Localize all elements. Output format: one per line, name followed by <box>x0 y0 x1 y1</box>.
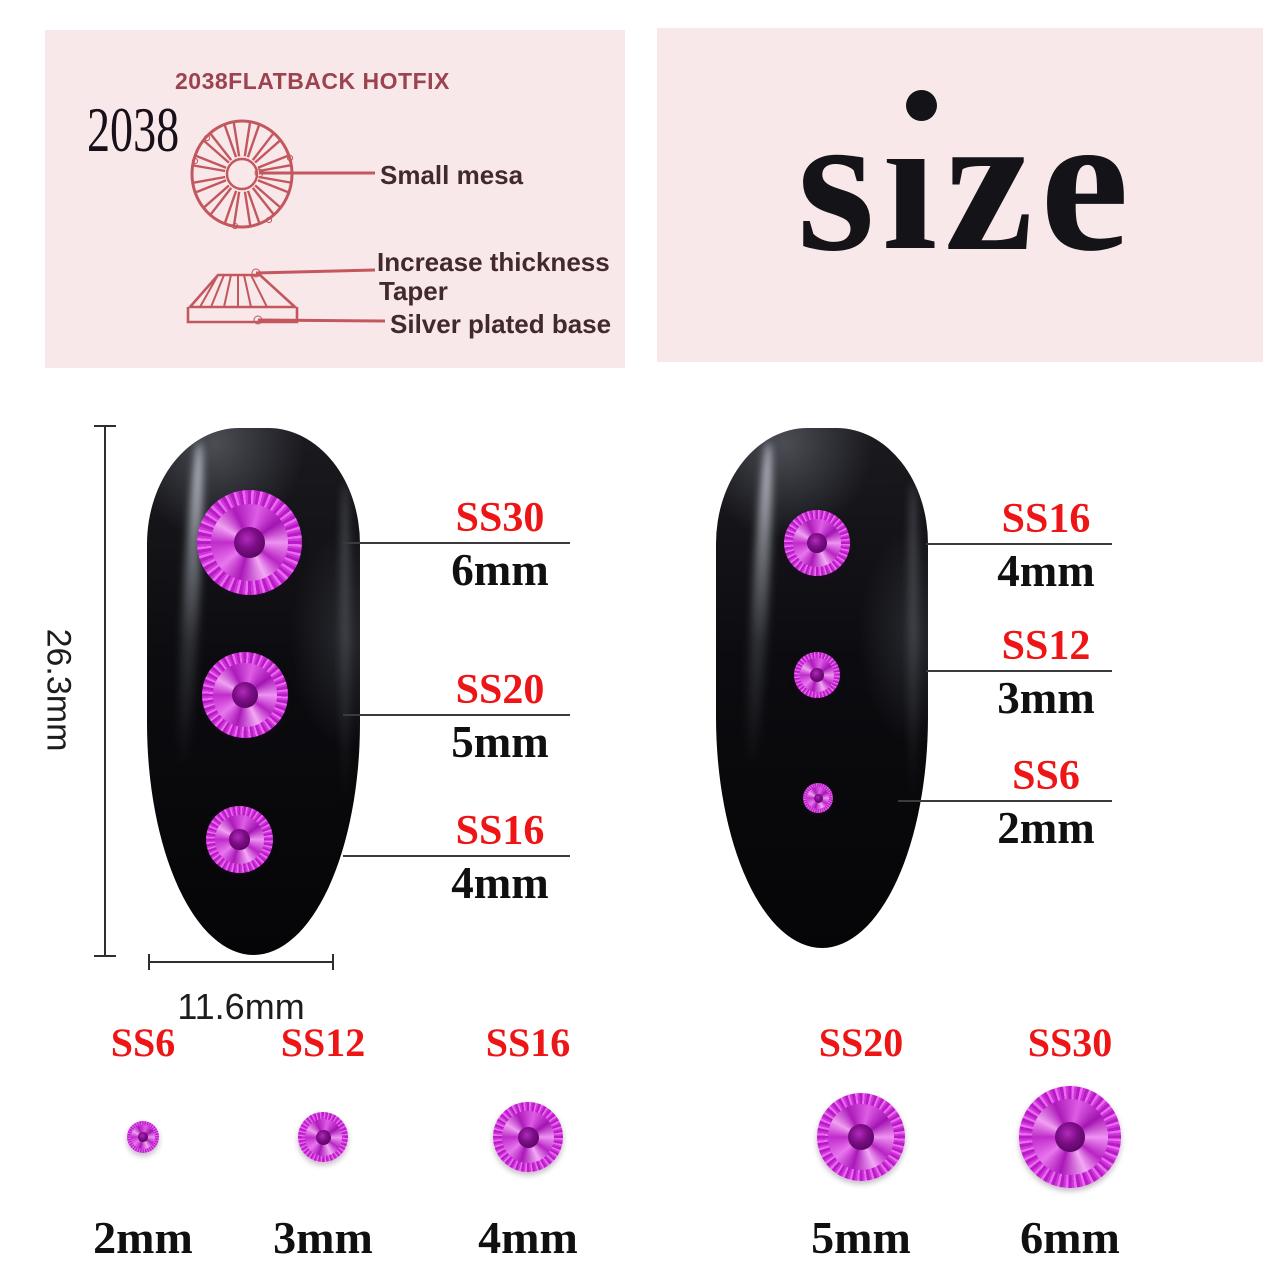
mm-size: 3mm <box>273 1212 373 1263</box>
callout-block-ss20: SS20 5mm <box>343 666 570 768</box>
ss-code: SS16 <box>1001 496 1091 542</box>
callout-silver-base: Silver plated base <box>390 309 612 339</box>
mm-size: 4mm <box>451 858 549 908</box>
leader-line <box>926 543 1112 545</box>
mm-size: 2mm <box>93 1212 193 1263</box>
mm-size: 6mm <box>451 545 549 595</box>
gem-ss12-on-nail2 <box>794 652 840 698</box>
rhinestone-spec-diagram <box>186 119 386 325</box>
callout-increase-thickness: Increase thickness <box>377 247 610 277</box>
size-letter-z: z <box>944 72 1041 293</box>
ss-code: SS20 <box>455 667 545 713</box>
ss-code: SS6 <box>110 1020 176 1065</box>
nail-width-label: 11.6mm <box>177 986 305 1027</box>
callout-block-ss30: SS30 6mm <box>343 494 570 596</box>
gem-ss20 <box>817 1093 905 1181</box>
ss-code: SS20 <box>818 1020 904 1065</box>
gem-ss20-on-nail <box>202 652 288 738</box>
size-letter-s: s <box>797 72 882 293</box>
ss-code: SS12 <box>1001 623 1091 669</box>
gem-ss30-on-nail <box>197 490 302 595</box>
ss-code: SS6 <box>1012 753 1080 799</box>
callout-block-ss12-r: SS12 3mm <box>926 622 1112 724</box>
mm-size: 3mm <box>997 673 1095 723</box>
spec-panel: 2038FLATBACK HOTFIX 2038 Small mesa Incr… <box>45 30 625 368</box>
mm-size: 5mm <box>811 1212 911 1263</box>
gem-ss16-on-nail2 <box>784 510 850 576</box>
leader-line <box>343 855 570 857</box>
ss-code: SS16 <box>485 1020 571 1065</box>
gem-ss30 <box>1019 1086 1121 1188</box>
callout-block-ss16-r: SS16 4mm <box>926 495 1112 597</box>
size-title: size <box>797 68 1136 297</box>
callout-block-ss6-r: SS6 2mm <box>898 752 1112 854</box>
spec-heading: 2038FLATBACK HOTFIX <box>175 68 450 94</box>
ss-code: SS30 <box>1027 1020 1113 1065</box>
mm-size: 4mm <box>478 1212 578 1263</box>
mm-size: 6mm <box>1020 1212 1120 1263</box>
leader-line <box>926 670 1112 672</box>
nail-height-label: 26.3mm <box>39 628 78 752</box>
ss-code: SS30 <box>455 495 545 541</box>
gem-ss16-on-nail <box>206 806 273 873</box>
callout-taper: Taper <box>379 276 448 306</box>
size-letter-e: e <box>1040 72 1136 293</box>
gem-ss16 <box>493 1102 563 1172</box>
gem-ss12 <box>298 1112 348 1162</box>
height-dimension-line <box>94 425 116 957</box>
mm-size: 4mm <box>997 546 1095 596</box>
leader-line <box>343 542 570 544</box>
mm-size: 2mm <box>997 803 1095 853</box>
size-letter-i: i <box>882 159 945 249</box>
gem-ss6-on-nail2 <box>803 783 833 813</box>
leader-line <box>343 714 570 716</box>
width-dimension-line <box>148 954 334 970</box>
gem-ss6 <box>127 1121 159 1153</box>
ss-code: SS16 <box>455 808 545 854</box>
i-dot-accent <box>906 90 937 121</box>
callout-block-ss16: SS16 4mm <box>343 807 570 909</box>
ss-code: SS12 <box>280 1020 366 1065</box>
model-number: 2038 <box>87 94 180 165</box>
callout-small-mesa: Small mesa <box>380 160 524 190</box>
leader-line <box>898 800 1112 802</box>
size-panel: size <box>657 28 1263 362</box>
mm-size: 5mm <box>451 717 549 767</box>
